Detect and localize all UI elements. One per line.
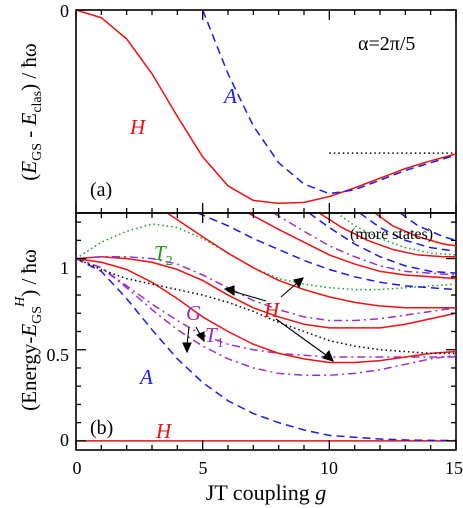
arrow-H-upleft-head <box>223 285 235 297</box>
panel-b-series-10-A <box>198 214 456 291</box>
panel-b-ylabel: (Energy-EGSH) / ħω <box>13 249 45 411</box>
panel-b-ytick-0-5: 0.5 <box>47 345 70 365</box>
panel-b-series-17-H <box>375 214 456 247</box>
xtick-0: 0 <box>73 458 82 478</box>
panel-b-series-16-A <box>359 214 456 253</box>
panel-b-label: (b) <box>90 417 113 439</box>
panel-a-label-H: H <box>129 115 147 139</box>
panel-b-series-1-A <box>76 257 456 442</box>
arrow-H-upright <box>280 282 298 298</box>
panel-a-label-A: A <box>222 84 237 108</box>
panel-b-series-5-T1 <box>76 257 456 355</box>
arrow-G-left-head <box>182 342 192 354</box>
label-T1: T1 <box>205 323 224 351</box>
panel-a-series-1-A <box>201 10 456 195</box>
panel-b-frame <box>75 212 457 451</box>
label-H-mid: H <box>263 298 281 322</box>
arrow-H-down-head <box>322 349 334 362</box>
panel-a-label: (a) <box>90 179 112 201</box>
panel-b-series-8-T2 <box>76 223 456 291</box>
panel-b-series-18-A <box>400 214 456 242</box>
panel-b-series-9-H <box>167 214 456 309</box>
panel-b-series-15-T2 <box>337 214 456 256</box>
xtick-10: 10 <box>320 458 338 478</box>
arrow-H-upright-head <box>293 277 304 289</box>
alpha-label: α=2π/5 <box>358 33 415 55</box>
panel-b-series-13-A <box>309 214 456 274</box>
label-G: G <box>186 301 201 325</box>
arrow-H-upleft <box>231 290 267 302</box>
panel-b-series-2-G <box>76 257 456 376</box>
panel-a-ylabel: (EGS - Eclas) / ħω <box>17 43 45 180</box>
panel-a-ytick-0: 0 <box>60 1 69 21</box>
panel-b-ytick-1: 1 <box>60 258 69 278</box>
label-A: A <box>138 365 153 389</box>
panel-b-series-3-G <box>76 257 456 358</box>
panel-b-series-4-H <box>76 257 456 364</box>
panel-b-series-14-H <box>319 214 456 258</box>
panel-b-series-11-H <box>248 214 456 280</box>
arrow-G-left <box>186 326 190 346</box>
x-axis-label: JT coupling g <box>206 480 327 505</box>
panel-b-ytick-0: 0 <box>60 430 69 450</box>
arrow-H-down <box>275 318 327 356</box>
xtick-5: 5 <box>199 458 208 478</box>
panel-b-series <box>76 214 456 442</box>
panel-b-series-12-T1 <box>273 214 456 276</box>
more-states-label: (more states) <box>350 226 433 243</box>
panel-a-series <box>76 10 456 205</box>
panel-b-series-7-T1 <box>76 256 456 322</box>
annotation-arrows <box>182 277 334 362</box>
panel-a-series-0-H <box>76 10 456 205</box>
label-T2: T2 <box>154 241 173 269</box>
arrow-G-right-head <box>195 331 205 343</box>
axis-ticks <box>75 9 457 450</box>
xtick-15: 15 <box>445 458 463 478</box>
panel-b-series-6-H <box>76 256 456 329</box>
label-H-low: H <box>155 419 173 443</box>
